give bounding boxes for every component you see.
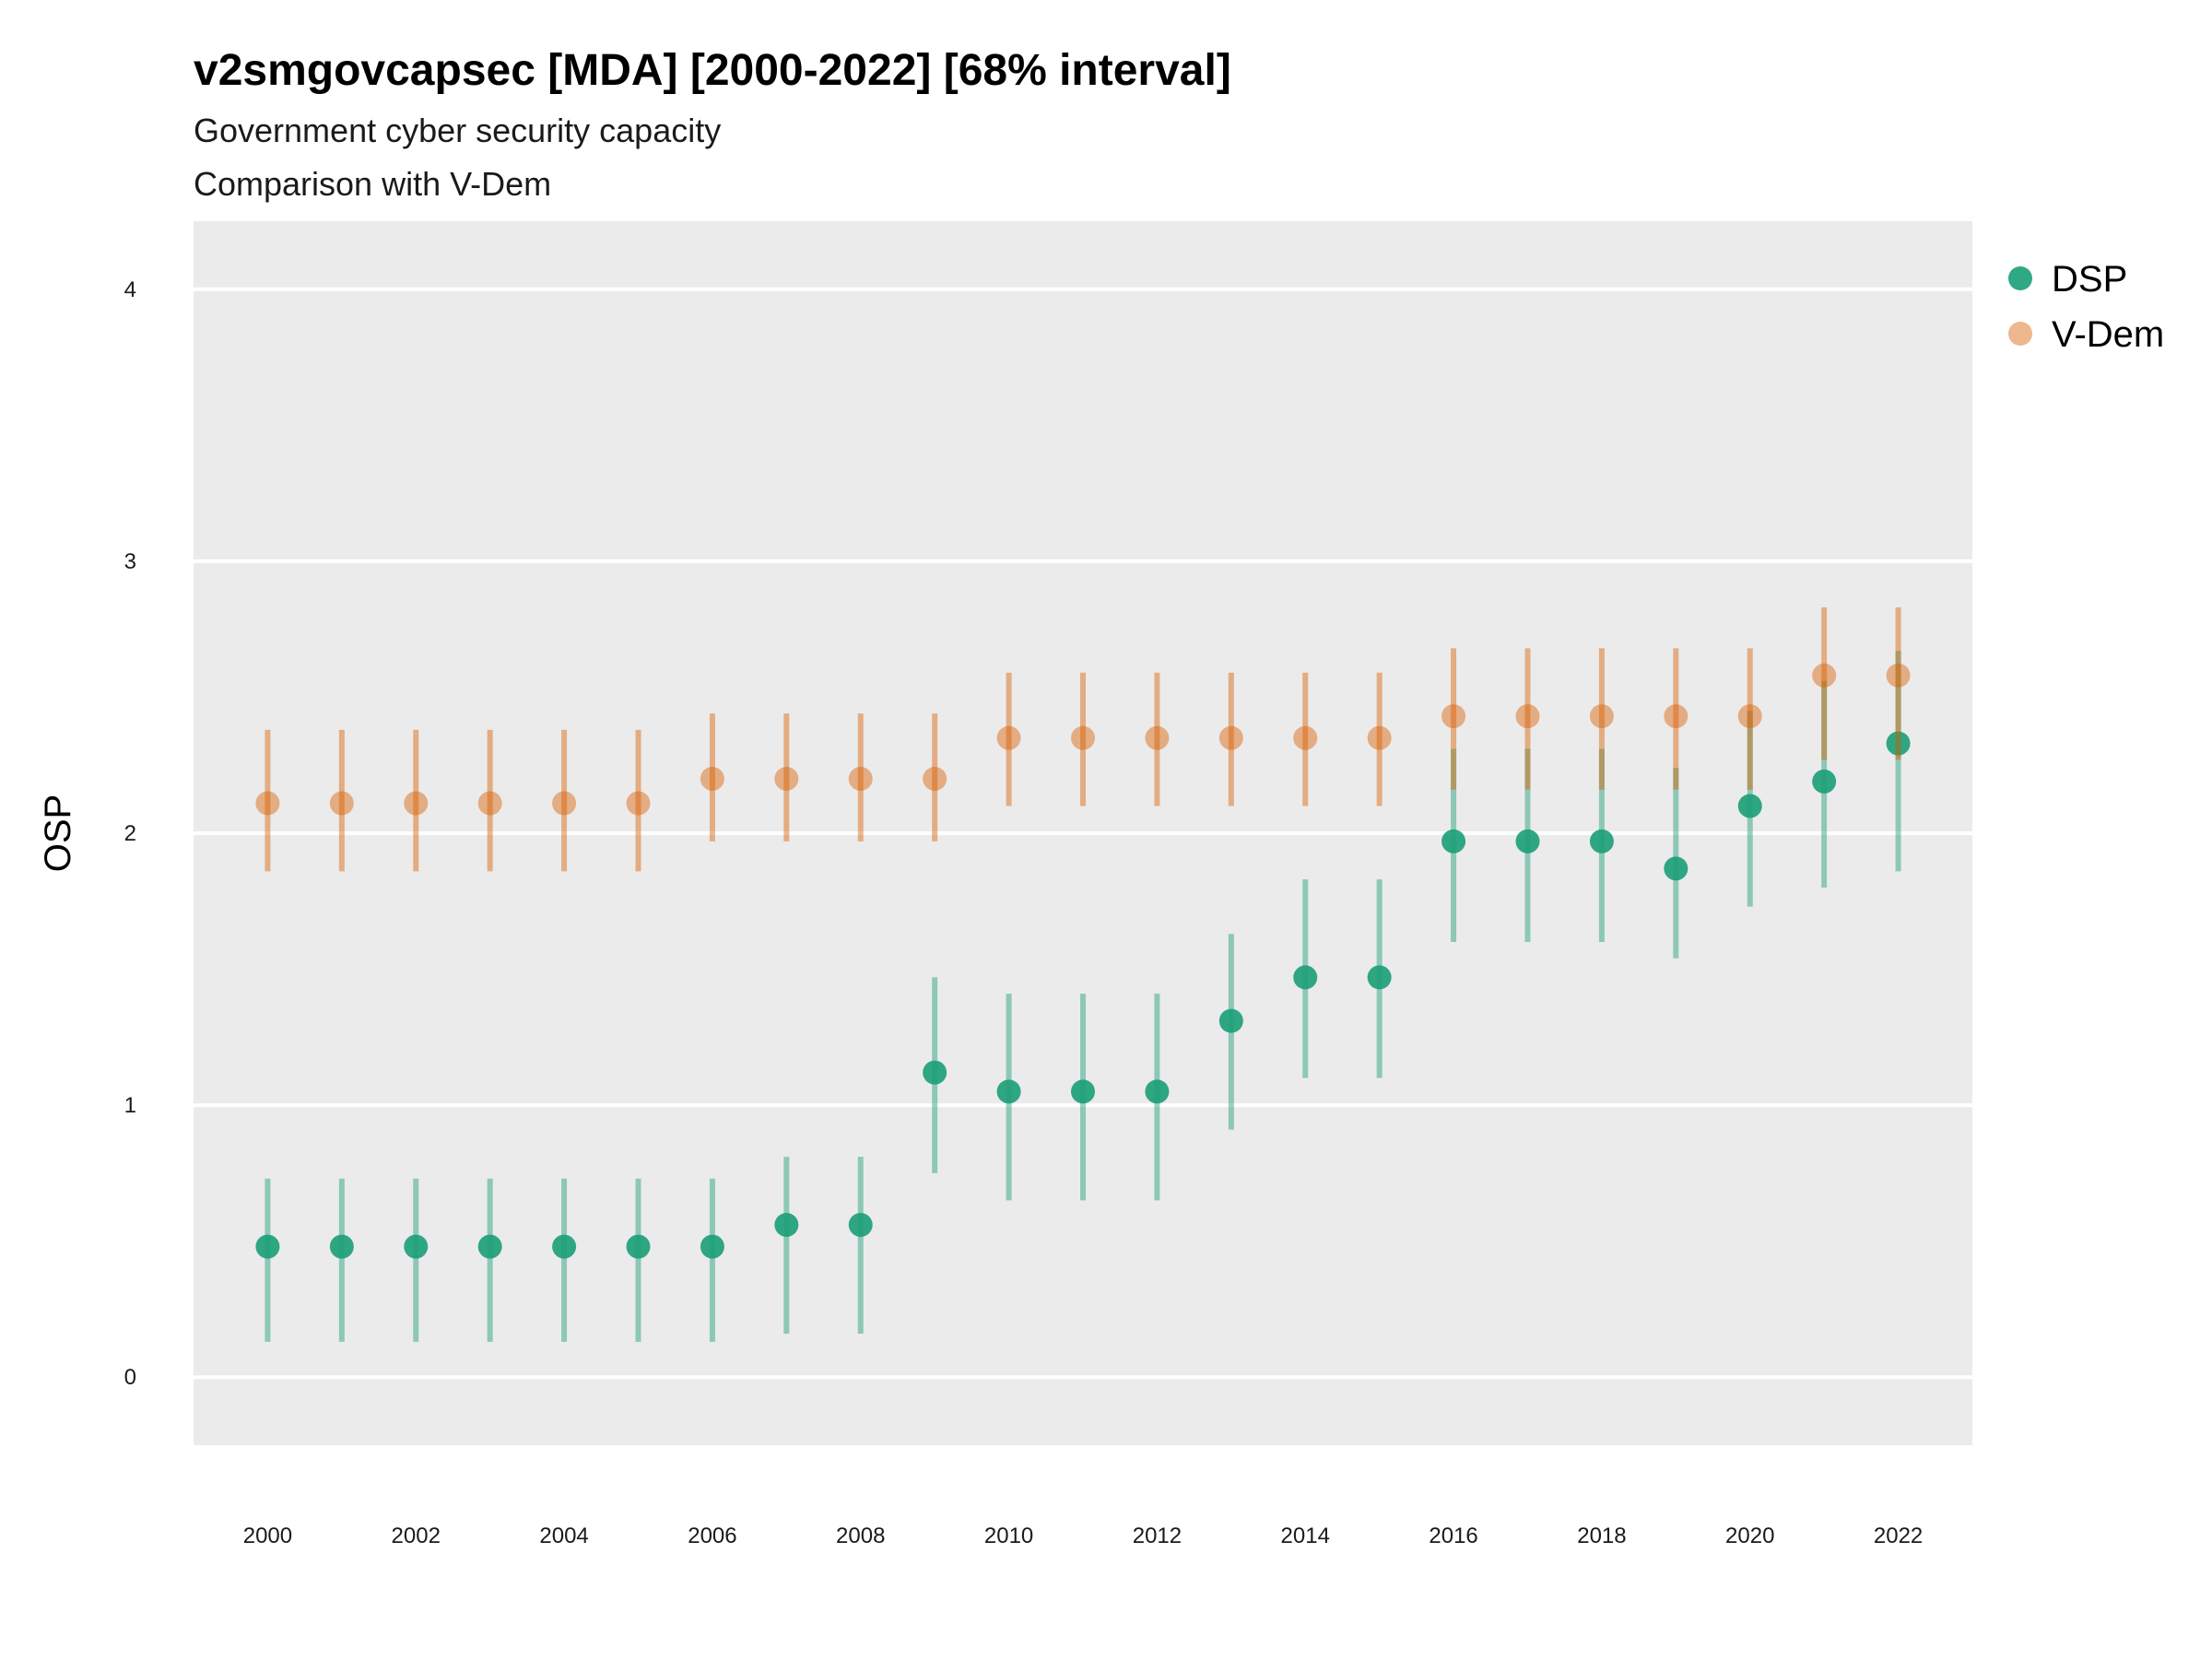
grid-lines (194, 287, 1972, 1380)
v-dem-point (626, 791, 651, 816)
series-v-dem (255, 607, 1911, 872)
dsp-point (1886, 731, 1911, 756)
v-dem-point (1218, 725, 1243, 750)
x-tick-label: 2000 (243, 1524, 292, 1548)
x-tick-label: 2010 (984, 1524, 1033, 1548)
v-dem-point (1886, 663, 1911, 688)
x-tick-label: 2020 (1725, 1524, 1774, 1548)
y-tick-label: 4 (124, 277, 136, 302)
x-tick-label: 2018 (1577, 1524, 1626, 1548)
v-dem-point (1589, 704, 1614, 729)
y-tick-label: 3 (124, 549, 136, 574)
dsp-point (848, 1212, 873, 1237)
x-tick-label: 2008 (836, 1524, 885, 1548)
v-dem-point (1071, 725, 1095, 750)
legend-key-v-dem (2008, 322, 2032, 346)
dsp-point (923, 1060, 947, 1085)
v-dem-point (700, 766, 724, 791)
dsp-point (1589, 829, 1614, 853)
dsp-point (1145, 1079, 1170, 1104)
x-tick-label: 2014 (1281, 1524, 1330, 1548)
legend-label-v-dem: V-Dem (2052, 314, 2164, 355)
v-dem-point (477, 791, 502, 816)
dsp-point (1737, 794, 1762, 818)
v-dem-point (1664, 704, 1688, 729)
y-tick-label: 1 (124, 1093, 136, 1118)
plot-marks (255, 607, 1911, 1342)
v-dem-point (996, 725, 1021, 750)
x-tick-label: 2002 (392, 1524, 441, 1548)
v-dem-point (1737, 704, 1762, 729)
legend: DSP V-Dem (2008, 259, 2164, 355)
v-dem-point (1515, 704, 1540, 729)
dsp-point (1071, 1079, 1095, 1104)
x-tick-label: 2004 (539, 1524, 588, 1548)
dsp-point (1664, 856, 1688, 881)
y-tick-label: 0 (124, 1365, 136, 1390)
v-dem-point (1367, 725, 1392, 750)
y-axis-ticks: 0 1 2 3 4 (124, 277, 136, 1390)
dsp-point (1441, 829, 1466, 853)
v-dem-point (774, 766, 799, 791)
dsp-point (255, 1234, 280, 1259)
dsp-point (552, 1234, 577, 1259)
dsp-point (404, 1234, 429, 1259)
dsp-point (626, 1234, 651, 1259)
dsp-point (1218, 1008, 1243, 1033)
x-tick-label: 2006 (688, 1524, 736, 1548)
dsp-point (1293, 965, 1318, 990)
dsp-point (1812, 769, 1837, 794)
v-dem-point (552, 791, 577, 816)
v-dem-point (1293, 725, 1318, 750)
v-dem-point (1145, 725, 1170, 750)
chart-subtitle-2: Comparison with V-Dem (194, 165, 551, 203)
dsp-point (329, 1234, 354, 1259)
dsp-point (1367, 965, 1392, 990)
v-dem-point (255, 791, 280, 816)
v-dem-point (1441, 704, 1466, 729)
dsp-point (774, 1212, 799, 1237)
legend-label-dsp: DSP (2052, 259, 2127, 300)
v-dem-point (1812, 663, 1837, 688)
dsp-point (700, 1234, 724, 1259)
dsp-point (996, 1079, 1021, 1104)
x-tick-label: 2012 (1133, 1524, 1182, 1548)
dsp-point (1515, 829, 1540, 853)
x-tick-label: 2016 (1429, 1524, 1477, 1548)
v-dem-point (329, 791, 354, 816)
x-axis-ticks: 2000 2002 2004 2006 2008 2010 2012 2014 2016 2018… (243, 1524, 1924, 1548)
v-dem-point (848, 766, 873, 791)
y-tick-label: 2 (124, 821, 136, 846)
chart-title: v2smgovcapsec [MDA] [2000-2022] [68% int… (194, 46, 1231, 95)
chart-subtitle: Government cyber security capacity (194, 112, 721, 149)
v-dem-point (923, 766, 947, 791)
v-dem-point (404, 791, 429, 816)
legend-key-dsp (2008, 266, 2032, 290)
series-dsp (255, 651, 1911, 1342)
x-tick-label: 2022 (1874, 1524, 1923, 1548)
dsp-point (477, 1234, 502, 1259)
y-axis-title: OSP (38, 794, 78, 872)
